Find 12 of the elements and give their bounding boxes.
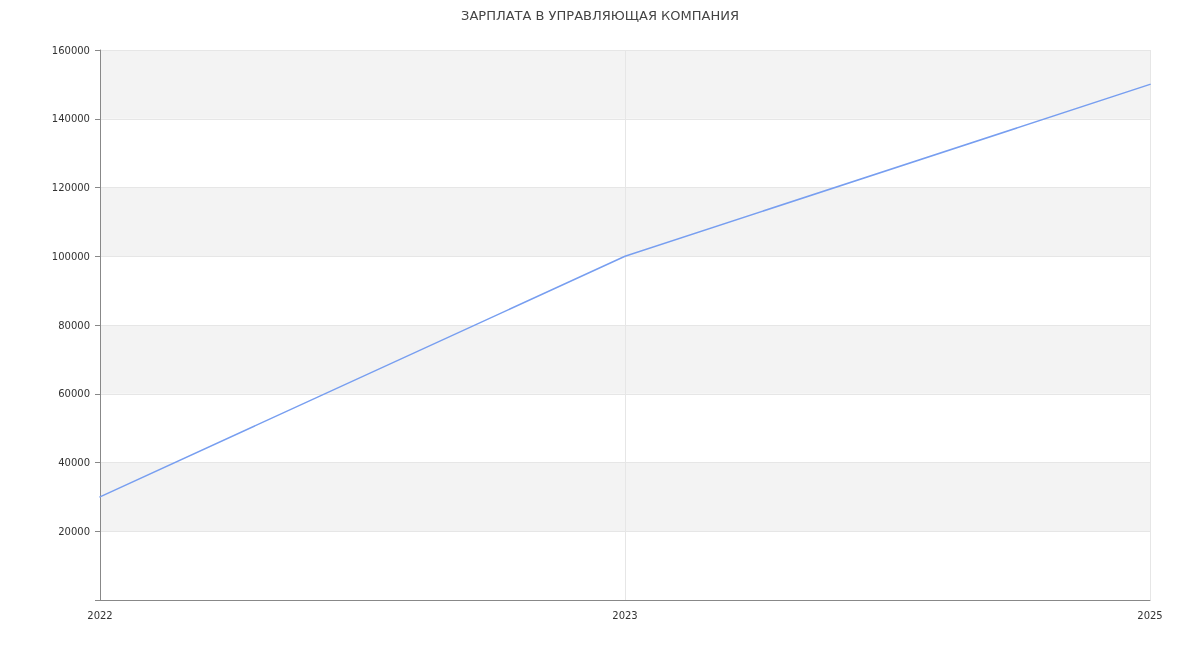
y-tick-label: 80000 [58,319,90,331]
chart-title: ЗАРПЛАТА В УПРАВЛЯЮЩАЯ КОМПАНИЯ [461,8,739,23]
y-tick-label: 100000 [51,250,90,262]
y-tick-label: 140000 [51,113,90,125]
y-tick-label: 20000 [58,525,90,537]
y-tick-label: 40000 [58,457,90,468]
x-tick-label: 2023 [612,609,638,621]
x-tick-label: 2025 [1137,609,1163,621]
x-tick-label: 2022 [87,609,113,621]
y-tick-label: 160000 [51,44,90,56]
y-tick-label: 120000 [51,182,90,193]
y-tick-label: 60000 [58,388,90,400]
